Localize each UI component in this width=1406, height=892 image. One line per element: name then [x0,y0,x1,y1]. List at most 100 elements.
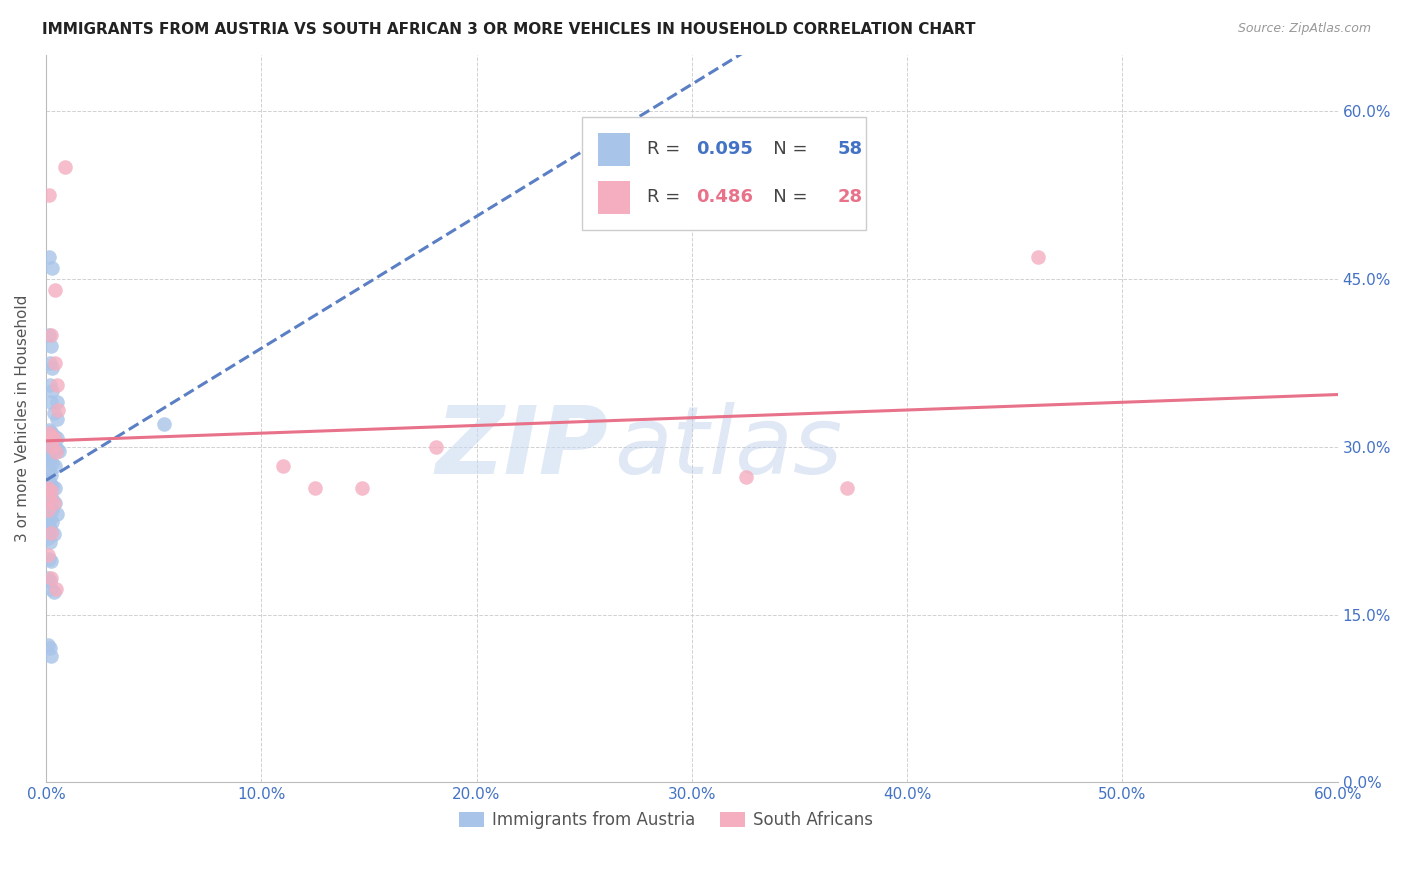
Point [41,384,63,398]
Point [44,440,66,454]
Point [39,574,62,588]
Point [45,378,67,392]
Point [39,641,62,656]
Point [42,431,65,445]
Point [38,423,60,437]
Point [42,585,65,599]
Point [37,503,59,517]
Point [41,395,63,409]
Point [352,481,374,495]
Point [38,327,60,342]
Point [45,442,67,456]
Point [39,534,62,549]
Point [38,464,60,478]
Point [38,492,60,507]
Point [39,512,62,526]
FancyBboxPatch shape [598,133,630,166]
Point [41,492,63,507]
Point [53,160,76,174]
Point [37,486,59,500]
Point [41,648,63,663]
Text: R =: R = [647,140,686,158]
Point [42,496,65,510]
Point [37,638,59,652]
Point [42,406,65,420]
Text: Source: ZipAtlas.com: Source: ZipAtlas.com [1237,22,1371,36]
Point [38,520,60,534]
Point [39,501,62,516]
Point [41,425,63,439]
Point [37,481,59,495]
Text: ZIP: ZIP [434,401,607,494]
Point [44,283,66,297]
Point [41,428,63,442]
Text: 58: 58 [838,140,863,158]
Point [153,417,176,432]
Text: R =: R = [647,188,686,206]
Point [39,490,62,504]
FancyBboxPatch shape [582,117,866,229]
Point [38,440,60,454]
Point [41,440,63,454]
Legend: Immigrants from Austria, South Africans: Immigrants from Austria, South Africans [451,805,880,836]
Point [41,339,63,353]
Point [42,527,65,541]
Point [41,515,63,529]
Point [734,470,756,484]
Text: 0.486: 0.486 [696,188,752,206]
Point [46,402,69,417]
Point [37,548,59,562]
Point [37,473,59,487]
Point [41,467,63,482]
Point [41,260,63,275]
Point [45,395,67,409]
Point [38,188,60,202]
Point [45,582,67,596]
Point [41,571,63,585]
Point [44,458,66,473]
Point [41,457,63,471]
Point [41,440,63,454]
Point [37,450,59,465]
Point [41,503,63,517]
Text: atlas: atlas [614,402,842,493]
FancyBboxPatch shape [598,181,630,214]
Point [37,571,59,585]
Text: IMMIGRANTS FROM AUSTRIA VS SOUTH AFRICAN 3 OR MORE VEHICLES IN HOUSEHOLD CORRELA: IMMIGRANTS FROM AUSTRIA VS SOUTH AFRICAN… [42,22,976,37]
Point [1028,250,1050,264]
Point [38,250,60,264]
Point [39,440,62,454]
Point [39,378,62,392]
Point [835,481,858,495]
Point [45,445,67,459]
Point [48,444,70,458]
Point [41,525,63,540]
Point [44,356,66,370]
Point [39,453,62,467]
Text: 28: 28 [838,188,863,206]
Point [38,551,60,566]
Point [45,507,67,521]
Point [41,582,63,596]
Point [45,411,67,425]
Point [37,509,59,524]
Point [271,458,294,473]
Text: 0.095: 0.095 [696,140,752,158]
Point [41,554,63,568]
Point [41,484,63,499]
Point [44,496,66,510]
Point [39,356,62,370]
Point [37,532,59,546]
Point [41,361,63,376]
Y-axis label: 3 or more Vehicles in Household: 3 or more Vehicles in Household [15,295,30,542]
Point [41,479,63,493]
Text: N =: N = [756,140,814,158]
Point [304,481,326,495]
Point [44,481,66,495]
Point [425,440,447,454]
Point [37,498,59,512]
Point [41,327,63,342]
Point [38,426,60,441]
Text: N =: N = [756,188,814,206]
Point [41,524,63,538]
